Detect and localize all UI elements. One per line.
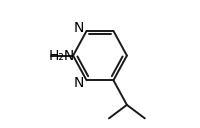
Text: N: N — [74, 76, 84, 90]
Text: N: N — [74, 21, 84, 35]
Text: H₂N: H₂N — [48, 49, 75, 63]
